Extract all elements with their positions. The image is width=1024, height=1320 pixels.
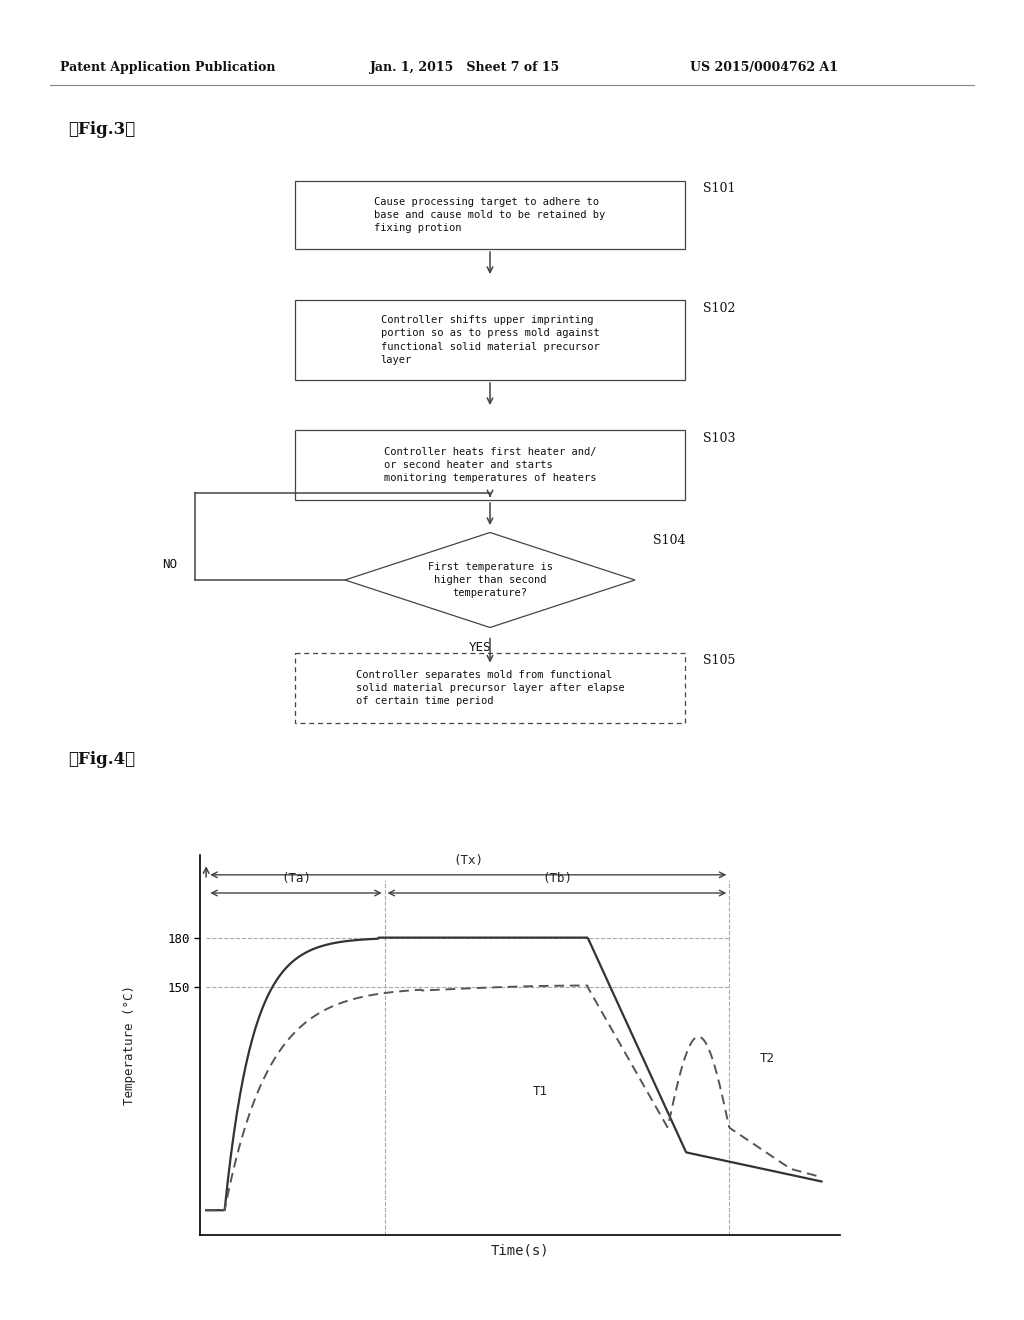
Text: S103: S103 bbox=[703, 432, 735, 445]
Text: (Tb): (Tb) bbox=[542, 871, 572, 884]
Text: Cause processing target to adhere to
base and cause mold to be retained by
fixin: Cause processing target to adhere to bas… bbox=[375, 197, 605, 234]
Text: S105: S105 bbox=[703, 655, 735, 668]
Bar bbox=[295, 300, 685, 380]
Text: US 2015/0004762 A1: US 2015/0004762 A1 bbox=[690, 62, 838, 74]
Text: Temperature (°C): Temperature (°C) bbox=[123, 985, 136, 1105]
Text: First temperature is
higher than second
temperature?: First temperature is higher than second … bbox=[427, 562, 553, 598]
X-axis label: Time(s): Time(s) bbox=[490, 1243, 549, 1258]
Text: Controller separates mold from functional
solid material precursor layer after e: Controller separates mold from functiona… bbox=[355, 669, 625, 706]
Bar bbox=[295, 181, 685, 249]
Text: 【Fig.4】: 【Fig.4】 bbox=[68, 751, 135, 768]
Text: (Tx): (Tx) bbox=[454, 854, 483, 866]
Text: S101: S101 bbox=[703, 182, 735, 195]
Text: NO: NO bbox=[163, 558, 177, 572]
Text: Patent Application Publication: Patent Application Publication bbox=[60, 62, 275, 74]
Text: T1: T1 bbox=[532, 1085, 547, 1097]
Text: (Ta): (Ta) bbox=[281, 871, 311, 884]
Text: 【Fig.3】: 【Fig.3】 bbox=[68, 121, 135, 139]
Text: Controller heats first heater and/
or second heater and starts
monitoring temper: Controller heats first heater and/ or se… bbox=[384, 446, 596, 483]
Bar bbox=[295, 653, 685, 723]
Bar bbox=[295, 430, 685, 500]
Text: Controller shifts upper imprinting
portion so as to press mold against
functiona: Controller shifts upper imprinting porti… bbox=[381, 315, 599, 364]
Polygon shape bbox=[345, 532, 635, 627]
Text: Jan. 1, 2015   Sheet 7 of 15: Jan. 1, 2015 Sheet 7 of 15 bbox=[370, 62, 560, 74]
Text: T2: T2 bbox=[760, 1052, 775, 1064]
Text: S102: S102 bbox=[703, 301, 735, 314]
Text: S104: S104 bbox=[653, 535, 685, 546]
Text: YES: YES bbox=[469, 642, 492, 653]
